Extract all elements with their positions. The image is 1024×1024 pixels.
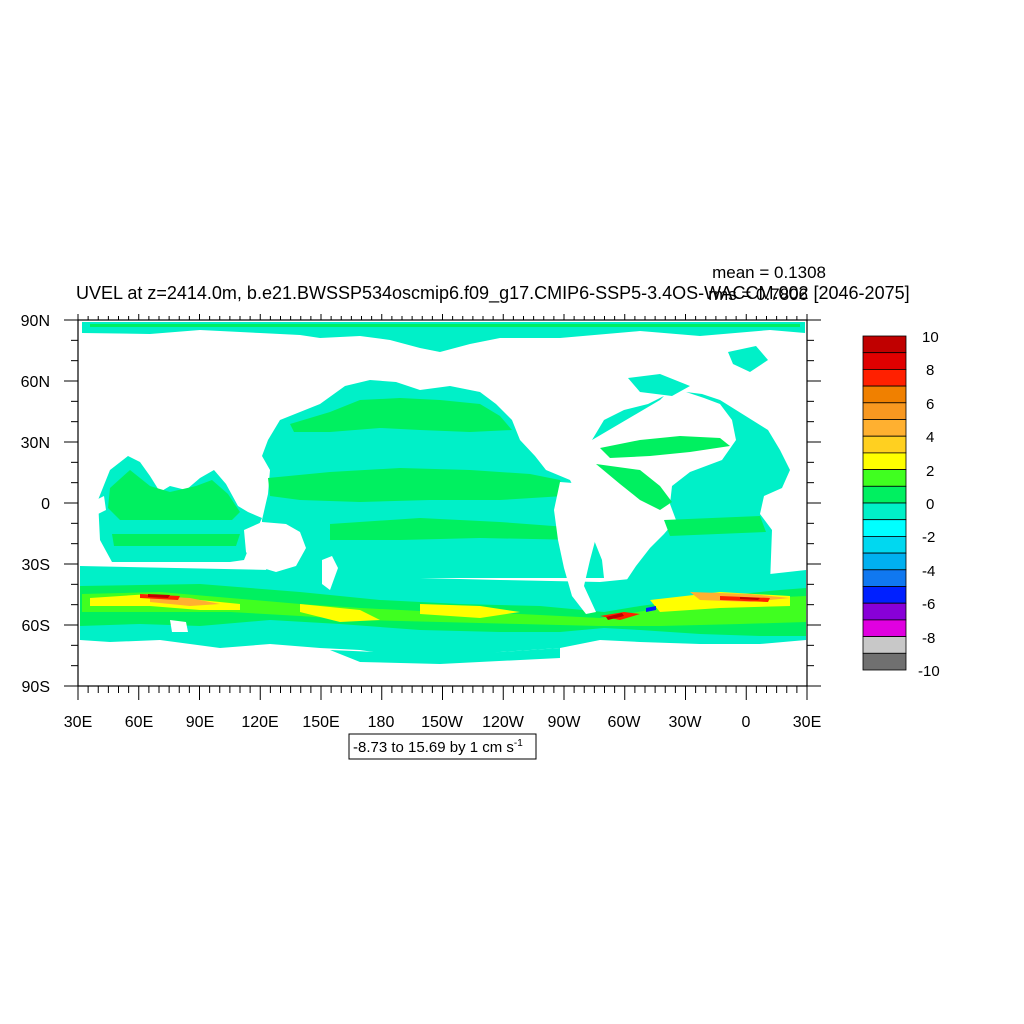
- colorbar-box: [862, 352, 907, 370]
- colorbar-box: [862, 469, 907, 487]
- colorbar-box: [862, 569, 907, 587]
- colorbar-label: 0: [926, 496, 934, 513]
- y-tick-label: 0: [41, 496, 50, 513]
- axis-ticks: [64, 314, 821, 700]
- x-tick-label: 90W: [548, 714, 582, 731]
- x-tick-label: 0: [742, 714, 751, 731]
- colorbar: [862, 335, 907, 671]
- arctic-band: [90, 324, 800, 327]
- colorbar-box: [862, 519, 907, 537]
- colorbar-box: [862, 435, 907, 454]
- x-tick-label: 180: [368, 714, 395, 731]
- land-madagascar: [96, 496, 106, 514]
- colorbar-labels: 10 8 6 4 2 0 -2 -4 -6 -8 -10: [918, 329, 940, 680]
- colorbar-box: [862, 485, 907, 504]
- colorbar-box: [862, 402, 907, 420]
- colorbar-box: [862, 452, 907, 470]
- colorbar-label: -10: [918, 663, 940, 680]
- land-new-zealand: [322, 556, 338, 590]
- y-axis-labels: 90N 60N 30N 0 30S 60S 90S: [21, 313, 50, 696]
- colorbar-label: 2: [926, 463, 934, 480]
- contour-range-box: -8.73 to 15.69 by 1 cm s-1: [348, 733, 537, 760]
- atlantic-band-north: [600, 436, 730, 458]
- colorbar-box: [862, 368, 907, 387]
- land-australia: [244, 522, 306, 572]
- colorbar-box: [862, 385, 907, 404]
- x-tick-label: 150W: [421, 714, 464, 731]
- indian-ocean-band: [108, 470, 240, 520]
- y-tick-label: 30S: [22, 557, 50, 574]
- y-tick-label: 60S: [22, 618, 50, 635]
- colorbar-box: [862, 619, 907, 638]
- y-tick-label: 60N: [21, 374, 50, 391]
- x-tick-label: 30E: [793, 714, 821, 731]
- baffin-bay: [728, 346, 768, 372]
- x-axis-labels: 30E 60E 90E 120E 150E 180 150W 120W 90W …: [64, 714, 821, 731]
- southern-ocean-outer: [330, 648, 560, 664]
- x-tick-label: 150E: [302, 714, 339, 731]
- atlantic-ocean-region: [592, 392, 790, 584]
- range-label: -8.73 to 15.69 by 1 cm s-1: [353, 738, 523, 756]
- colorbar-box: [862, 552, 907, 571]
- colorbar-box: [862, 602, 907, 621]
- rms-stat: rms = 0.7806: [708, 285, 808, 304]
- x-tick-label: 30E: [64, 714, 92, 731]
- colorbar-box: [862, 419, 907, 437]
- y-tick-label: 90S: [22, 679, 50, 696]
- colorbar-box: [862, 536, 907, 554]
- acc-band-yellow-2: [300, 604, 380, 622]
- atlantic-band-east: [664, 516, 766, 536]
- colorbar-box: [862, 636, 907, 654]
- colorbar-label: 8: [926, 362, 934, 379]
- colorbar-label: -6: [922, 596, 935, 613]
- arctic-region: [82, 322, 805, 352]
- acc-band-blue: [646, 606, 656, 612]
- x-tick-label: 30W: [669, 714, 703, 731]
- colorbar-box: [862, 502, 907, 521]
- acc-band-darkred-2: [740, 597, 760, 600]
- colorbar-box: [862, 586, 907, 604]
- colorbar-label: 10: [922, 329, 939, 346]
- x-tick-label: 60W: [608, 714, 642, 731]
- y-tick-label: 90N: [21, 313, 50, 330]
- pacific-band-equator: [268, 468, 564, 502]
- land-antarctica-notch: [170, 620, 188, 632]
- range-box-border: [348, 733, 537, 760]
- pacific-band-south: [330, 518, 582, 540]
- colorbar-label: -4: [922, 563, 935, 580]
- colorbar-label: -2: [922, 529, 935, 546]
- x-tick-label: 120E: [241, 714, 278, 731]
- land-south-america: [554, 482, 600, 614]
- map-title: UVEL at z=2414.0m, b.e21.BWSSP534oscmip6…: [76, 283, 910, 304]
- colorbar-label: 6: [926, 396, 934, 413]
- acc-band-yellow-3: [420, 604, 520, 618]
- colorbar-box: [862, 652, 907, 671]
- atlantic-band-tropical: [596, 464, 672, 510]
- colorbar-box: [862, 335, 907, 354]
- acc-band-darkred-3: [606, 613, 624, 620]
- acc-band-darkred-1: [148, 594, 170, 598]
- y-tick-label: 30N: [21, 435, 50, 452]
- x-tick-label: 120W: [482, 714, 525, 731]
- range-label-text: -8.73 to 15.69 by 1 cm s: [353, 739, 514, 756]
- hudson-bay: [628, 374, 690, 396]
- colorbar-label: -8: [922, 630, 935, 647]
- x-tick-label: 90E: [186, 714, 214, 731]
- mean-stat: mean = 0.1308: [712, 263, 826, 282]
- indian-ocean-band-2: [112, 534, 240, 546]
- ocean-velocity-field: [80, 322, 806, 664]
- range-unit-exponent: -1: [514, 738, 523, 749]
- colorbar-label: 4: [926, 429, 934, 446]
- x-tick-label: 60E: [125, 714, 153, 731]
- pacific-band-north: [290, 398, 512, 432]
